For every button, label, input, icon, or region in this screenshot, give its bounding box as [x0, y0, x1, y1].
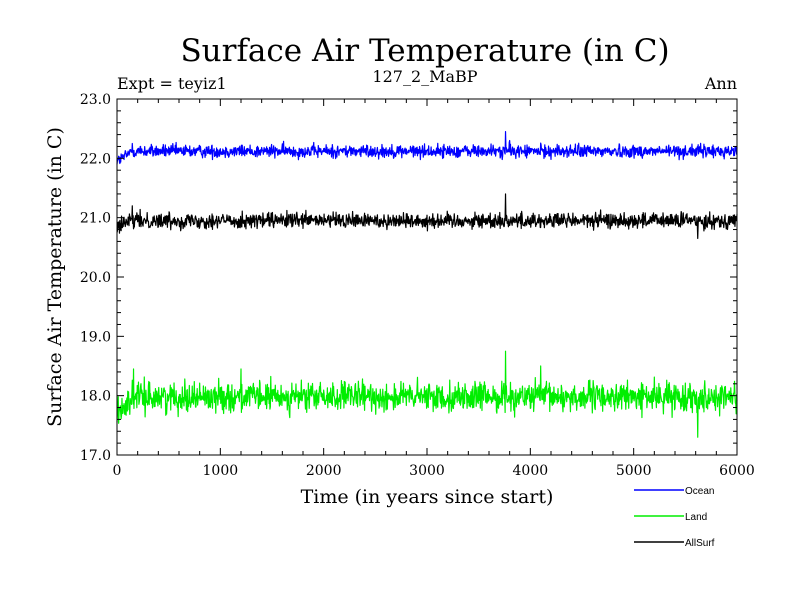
y-axis: 17.0 18.0 19.0 20.0 21.0 22.0 23.0 [80, 92, 737, 464]
x-tick-label: 4000 [513, 463, 549, 479]
y-tick-label: 19.0 [80, 329, 111, 345]
season-label: Ann [704, 74, 737, 93]
legend-label-land: Land [685, 512, 707, 523]
x-tick-label: 6000 [719, 463, 755, 479]
legend: Ocean Land AllSurf [634, 486, 715, 549]
y-tick-label: 23.0 [80, 92, 111, 108]
x-tick-label: 1000 [203, 463, 239, 479]
y-tick-label: 20.0 [80, 270, 111, 286]
x-tick-label: 2000 [306, 463, 342, 479]
chart-title: Surface Air Temperature (in C) [180, 33, 669, 69]
x-tick-label: 0 [113, 463, 122, 479]
series-layer [116, 131, 738, 438]
chart-subtitle: 127_2_MaBP [372, 67, 477, 86]
x-axis-label: Time (in years since start) [301, 486, 554, 508]
x-axis: 0 1000 2000 3000 4000 5000 6000 [113, 99, 755, 479]
expt-label: Expt = teyiz1 [117, 74, 227, 93]
y-tick-label: 22.0 [80, 151, 111, 167]
legend-label-allsurf: AllSurf [685, 538, 715, 549]
x-tick-label: 5000 [616, 463, 652, 479]
legend-label-ocean: Ocean [685, 486, 714, 497]
y-tick-label: 21.0 [80, 211, 111, 227]
x-tick-label: 3000 [409, 463, 445, 479]
series-line-allsurf [116, 193, 738, 240]
series-line-ocean [116, 131, 738, 165]
series-line-land [116, 350, 738, 438]
y-tick-label: 18.0 [80, 389, 111, 405]
y-axis-label: Surface Air Temperature (in C) [44, 127, 66, 427]
y-tick-label: 17.0 [80, 448, 111, 464]
